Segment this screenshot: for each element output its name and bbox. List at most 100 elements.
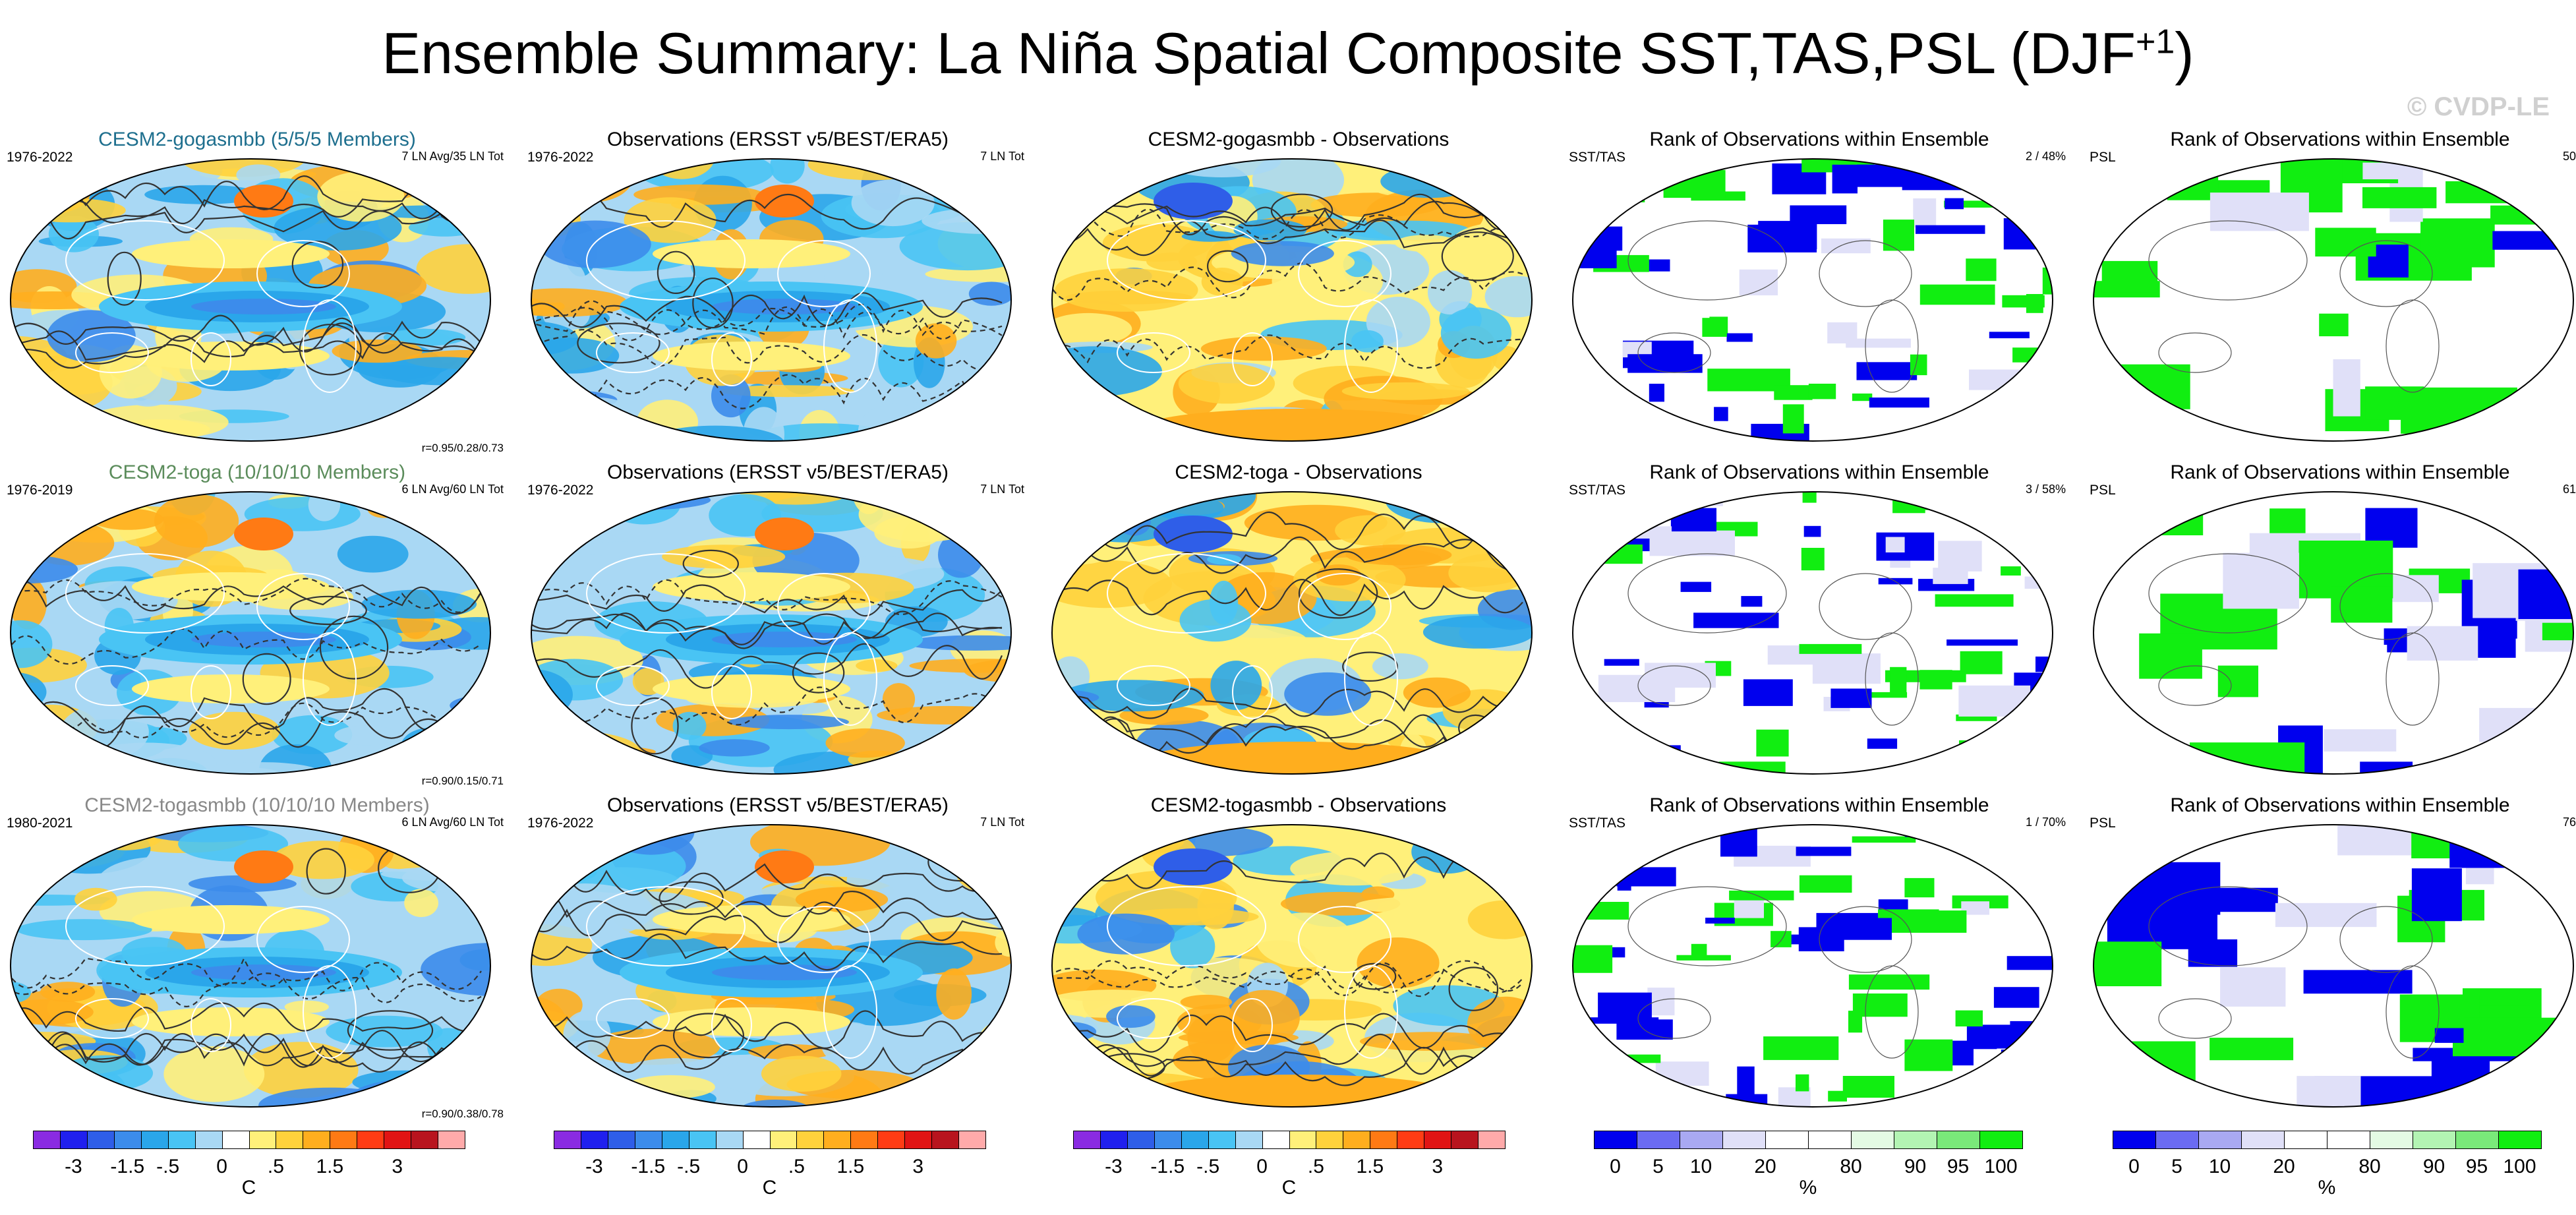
- colorbar-swatch: [1680, 1131, 1723, 1149]
- variable-label: PSL: [2090, 483, 2116, 498]
- colorbar-swatch: [249, 1131, 277, 1149]
- event-count-label: 6 LN Avg/60 LN Tot: [401, 483, 504, 496]
- colorbar-swatch: [276, 1131, 304, 1149]
- colorbar-tick-label: -3: [1105, 1156, 1123, 1177]
- panel-title: Rank of Observations within Ensemble: [1649, 461, 1989, 483]
- colorbar-swatch: [1262, 1131, 1290, 1149]
- colorbar-swatch: [86, 1131, 115, 1149]
- colorbar-tick-label: 100: [1984, 1156, 2018, 1177]
- map-panel-rank-psl: Rank of Observations within Ensemble PSL 6…: [2090, 461, 2576, 791]
- event-count-label: 7 LN Tot: [980, 815, 1024, 829]
- colorbar-tick-label: -3: [585, 1156, 603, 1177]
- colorbar-swatch: [958, 1131, 986, 1149]
- figure-title-superscript: +1: [2135, 22, 2175, 61]
- colorbar-tick-label: 20: [2273, 1156, 2295, 1177]
- colorbar-swatch: [1343, 1131, 1371, 1149]
- map-panel-rank-sst: Rank of Observations within Ensemble SST/…: [1569, 461, 2070, 791]
- variable-label: SST/TAS: [1569, 150, 1625, 165]
- event-count-label: 7 LN Tot: [980, 150, 1024, 163]
- colorbar-swatch: [1594, 1131, 1637, 1149]
- colorbar-swatch: [1478, 1131, 1506, 1149]
- panel-title: Rank of Observations within Ensemble: [2170, 461, 2510, 483]
- event-count-label: 7 LN Avg/35 LN Tot: [401, 150, 504, 163]
- colorbar-tick-label: 10: [2208, 1156, 2231, 1177]
- colorbar-swatch: [1154, 1131, 1182, 1149]
- period-label: 1976-2022: [7, 150, 73, 165]
- colorbar-tick-label: 10: [1689, 1156, 1712, 1177]
- map-obs: [531, 824, 1012, 1108]
- pattern-correlation-label: r=0.95/0.28/0.73: [421, 442, 504, 454]
- colorbar-swatch: [634, 1131, 662, 1149]
- map-model: [10, 824, 491, 1108]
- map-rank-sst: [1572, 491, 2053, 775]
- colorbar-swatch: [438, 1131, 465, 1149]
- colorbar-tick-label: 20: [1754, 1156, 1776, 1177]
- period-label: 1976-2022: [527, 483, 594, 498]
- colorbar-temp: -3 -1.5 -.5 0 .5 1.5 3 C: [33, 1131, 465, 1210]
- colorbar-tick-label: 3: [912, 1156, 923, 1177]
- colorbar-temp: -3 -1.5 -.5 0 .5 1.5 3 C: [554, 1131, 986, 1210]
- colorbar-tick-label: .5: [1307, 1156, 1324, 1177]
- panel-title: CESM2-gogasmbb - Observations: [1148, 129, 1449, 150]
- colorbar-swatch: [1637, 1131, 1680, 1149]
- colorbar-swatch: [2455, 1131, 2499, 1149]
- map-panel-model: CESM2-togasmbb (10/10/10 Members) 1980-20…: [7, 794, 508, 1124]
- colorbar-swatch: [1765, 1131, 1809, 1149]
- colorbar-swatch: [1181, 1131, 1209, 1149]
- period-label: 1976-2022: [527, 150, 594, 165]
- colorbar-unit: %: [1799, 1177, 1817, 1199]
- colorbar-tick-label: .5: [788, 1156, 805, 1177]
- colorbar-swatch: [1979, 1131, 2023, 1149]
- map-panel-rank-psl: Rank of Observations within Ensemble PSL 7…: [2090, 794, 2576, 1124]
- colorbar-tick-label: -.5: [677, 1156, 701, 1177]
- colorbar-swatch: [2155, 1131, 2199, 1149]
- colorbar-swatch: [1808, 1131, 1852, 1149]
- colorbar-swatch: [1208, 1131, 1236, 1149]
- panel-title: Observations (ERSST v5/BEST/ERA5): [607, 461, 949, 483]
- colorbar-swatch: [1722, 1131, 1766, 1149]
- event-count-label: 6 LN Avg/60 LN Tot: [401, 815, 504, 829]
- map-model: [10, 158, 491, 442]
- colorbar-unit: C: [241, 1177, 256, 1199]
- colorbar-swatch: [1073, 1131, 1101, 1149]
- colorbar-swatch: [33, 1131, 61, 1149]
- pattern-correlation-label: r=0.90/0.38/0.78: [421, 1108, 504, 1120]
- colorbar-swatch: [1289, 1131, 1317, 1149]
- percent-label: 76%: [2562, 815, 2576, 829]
- colorbar-swatch: [1099, 1131, 1128, 1149]
- colorbar-tick-label: 80: [1840, 1156, 1862, 1177]
- colorbar-swatch: [742, 1131, 771, 1149]
- map-panel-rank-sst: Rank of Observations within Ensemble SST/…: [1569, 794, 2070, 1124]
- colorbar-swatch: [554, 1131, 581, 1149]
- colorbar-swatch: [140, 1131, 169, 1149]
- map-panel-obs: Observations (ERSST v5/BEST/ERA5) 1976-20…: [527, 461, 1028, 791]
- colorbar-swatch: [580, 1131, 608, 1149]
- colorbar-swatch: [1397, 1131, 1425, 1149]
- colorbar-tick-label: 95: [2465, 1156, 2488, 1177]
- colorbar-tick-label: 90: [1904, 1156, 1927, 1177]
- colorbar-swatch: [1424, 1131, 1452, 1149]
- panel-title: CESM2-toga (10/10/10 Members): [108, 461, 406, 483]
- colorbar-tick-label: 0: [737, 1156, 748, 1177]
- colorbar-tick-label: -1.5: [631, 1156, 666, 1177]
- map-model: [10, 491, 491, 775]
- colorbar-swatch: [2113, 1131, 2156, 1149]
- colorbar-swatch: [796, 1131, 825, 1149]
- colorbar-swatch: [877, 1131, 906, 1149]
- panel-title: CESM2-togasmbb (10/10/10 Members): [84, 794, 430, 816]
- colorbar-tick-label: 0: [1256, 1156, 1268, 1177]
- colorbar-swatch: [2498, 1131, 2542, 1149]
- map-panel-obs: Observations (ERSST v5/BEST/ERA5) 1976-20…: [527, 794, 1028, 1124]
- map-panel-model: CESM2-toga (10/10/10 Members) 1976-2019 6 …: [7, 461, 508, 791]
- colorbar-tick-label: 0: [216, 1156, 227, 1177]
- colorbar-tick-label: 1.5: [836, 1156, 865, 1177]
- colorbar-unit: C: [762, 1177, 777, 1199]
- colorbar-tick-label: 5: [2171, 1156, 2182, 1177]
- pattern-correlation-label: r=0.90/0.15/0.71: [421, 775, 504, 787]
- colorbar-swatch: [1851, 1131, 1894, 1149]
- percent-label: 2 / 48%: [2025, 150, 2066, 163]
- colorbar-swatch: [1127, 1131, 1155, 1149]
- colorbar-tick-label: -1.5: [110, 1156, 145, 1177]
- colorbar-swatch: [2327, 1131, 2370, 1149]
- colorbar-tick-label: 3: [1432, 1156, 1443, 1177]
